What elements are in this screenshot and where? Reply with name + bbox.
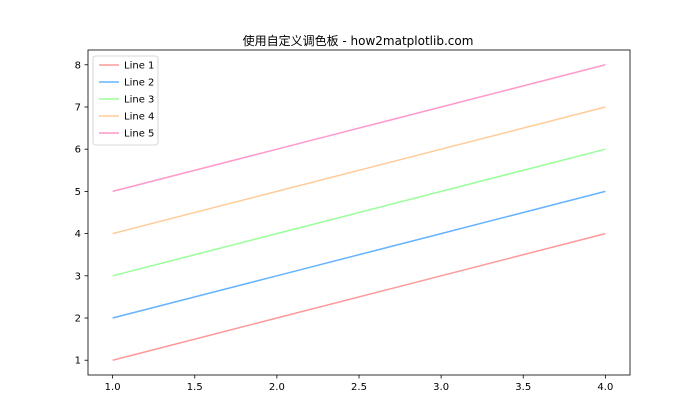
y-tick-label: 4 [75,229,81,240]
series-lines [112,64,606,361]
legend-label-1: Line 1 [124,61,154,72]
x-tick-label: 1.5 [187,382,203,393]
x-tick-label: 2.5 [351,382,367,393]
x-tick-label: 4.0 [597,382,613,393]
x-tick-label: 3.5 [515,382,531,393]
series-line-2 [112,190,606,319]
legend: Line 1 Line 2 Line 3 Line 4 Line 5 [92,55,159,146]
y-tick-label: 6 [75,145,81,156]
y-tick-label: 2 [75,314,81,325]
axes: 1.0 1.5 2.0 2.5 3.0 3.5 4.0 1 2 3 4 5 6 7 8 [75,49,631,393]
x-tick-label: 3.0 [433,382,449,393]
y-tick-label: 5 [75,187,81,198]
y-tick-label: 3 [75,271,81,282]
series-line-1 [112,232,606,361]
series-line-4 [112,106,606,235]
y-tick-label: 8 [75,60,81,71]
legend-label-2: Line 2 [124,78,154,89]
series-line-5 [112,64,606,193]
chart-title: 使用自定义调色板 - how2matplotlib.com [243,33,474,48]
legend-label-3: Line 3 [124,95,154,106]
y-tick-label: 1 [75,356,81,367]
series-line-3 [112,148,606,277]
x-tick-label: 1.0 [105,382,121,393]
x-tick-label: 2.0 [269,382,285,393]
y-tick-label: 7 [75,102,81,113]
legend-label-4: Line 4 [124,112,154,123]
legend-label-5: Line 5 [124,129,154,140]
legend-box [92,55,159,146]
